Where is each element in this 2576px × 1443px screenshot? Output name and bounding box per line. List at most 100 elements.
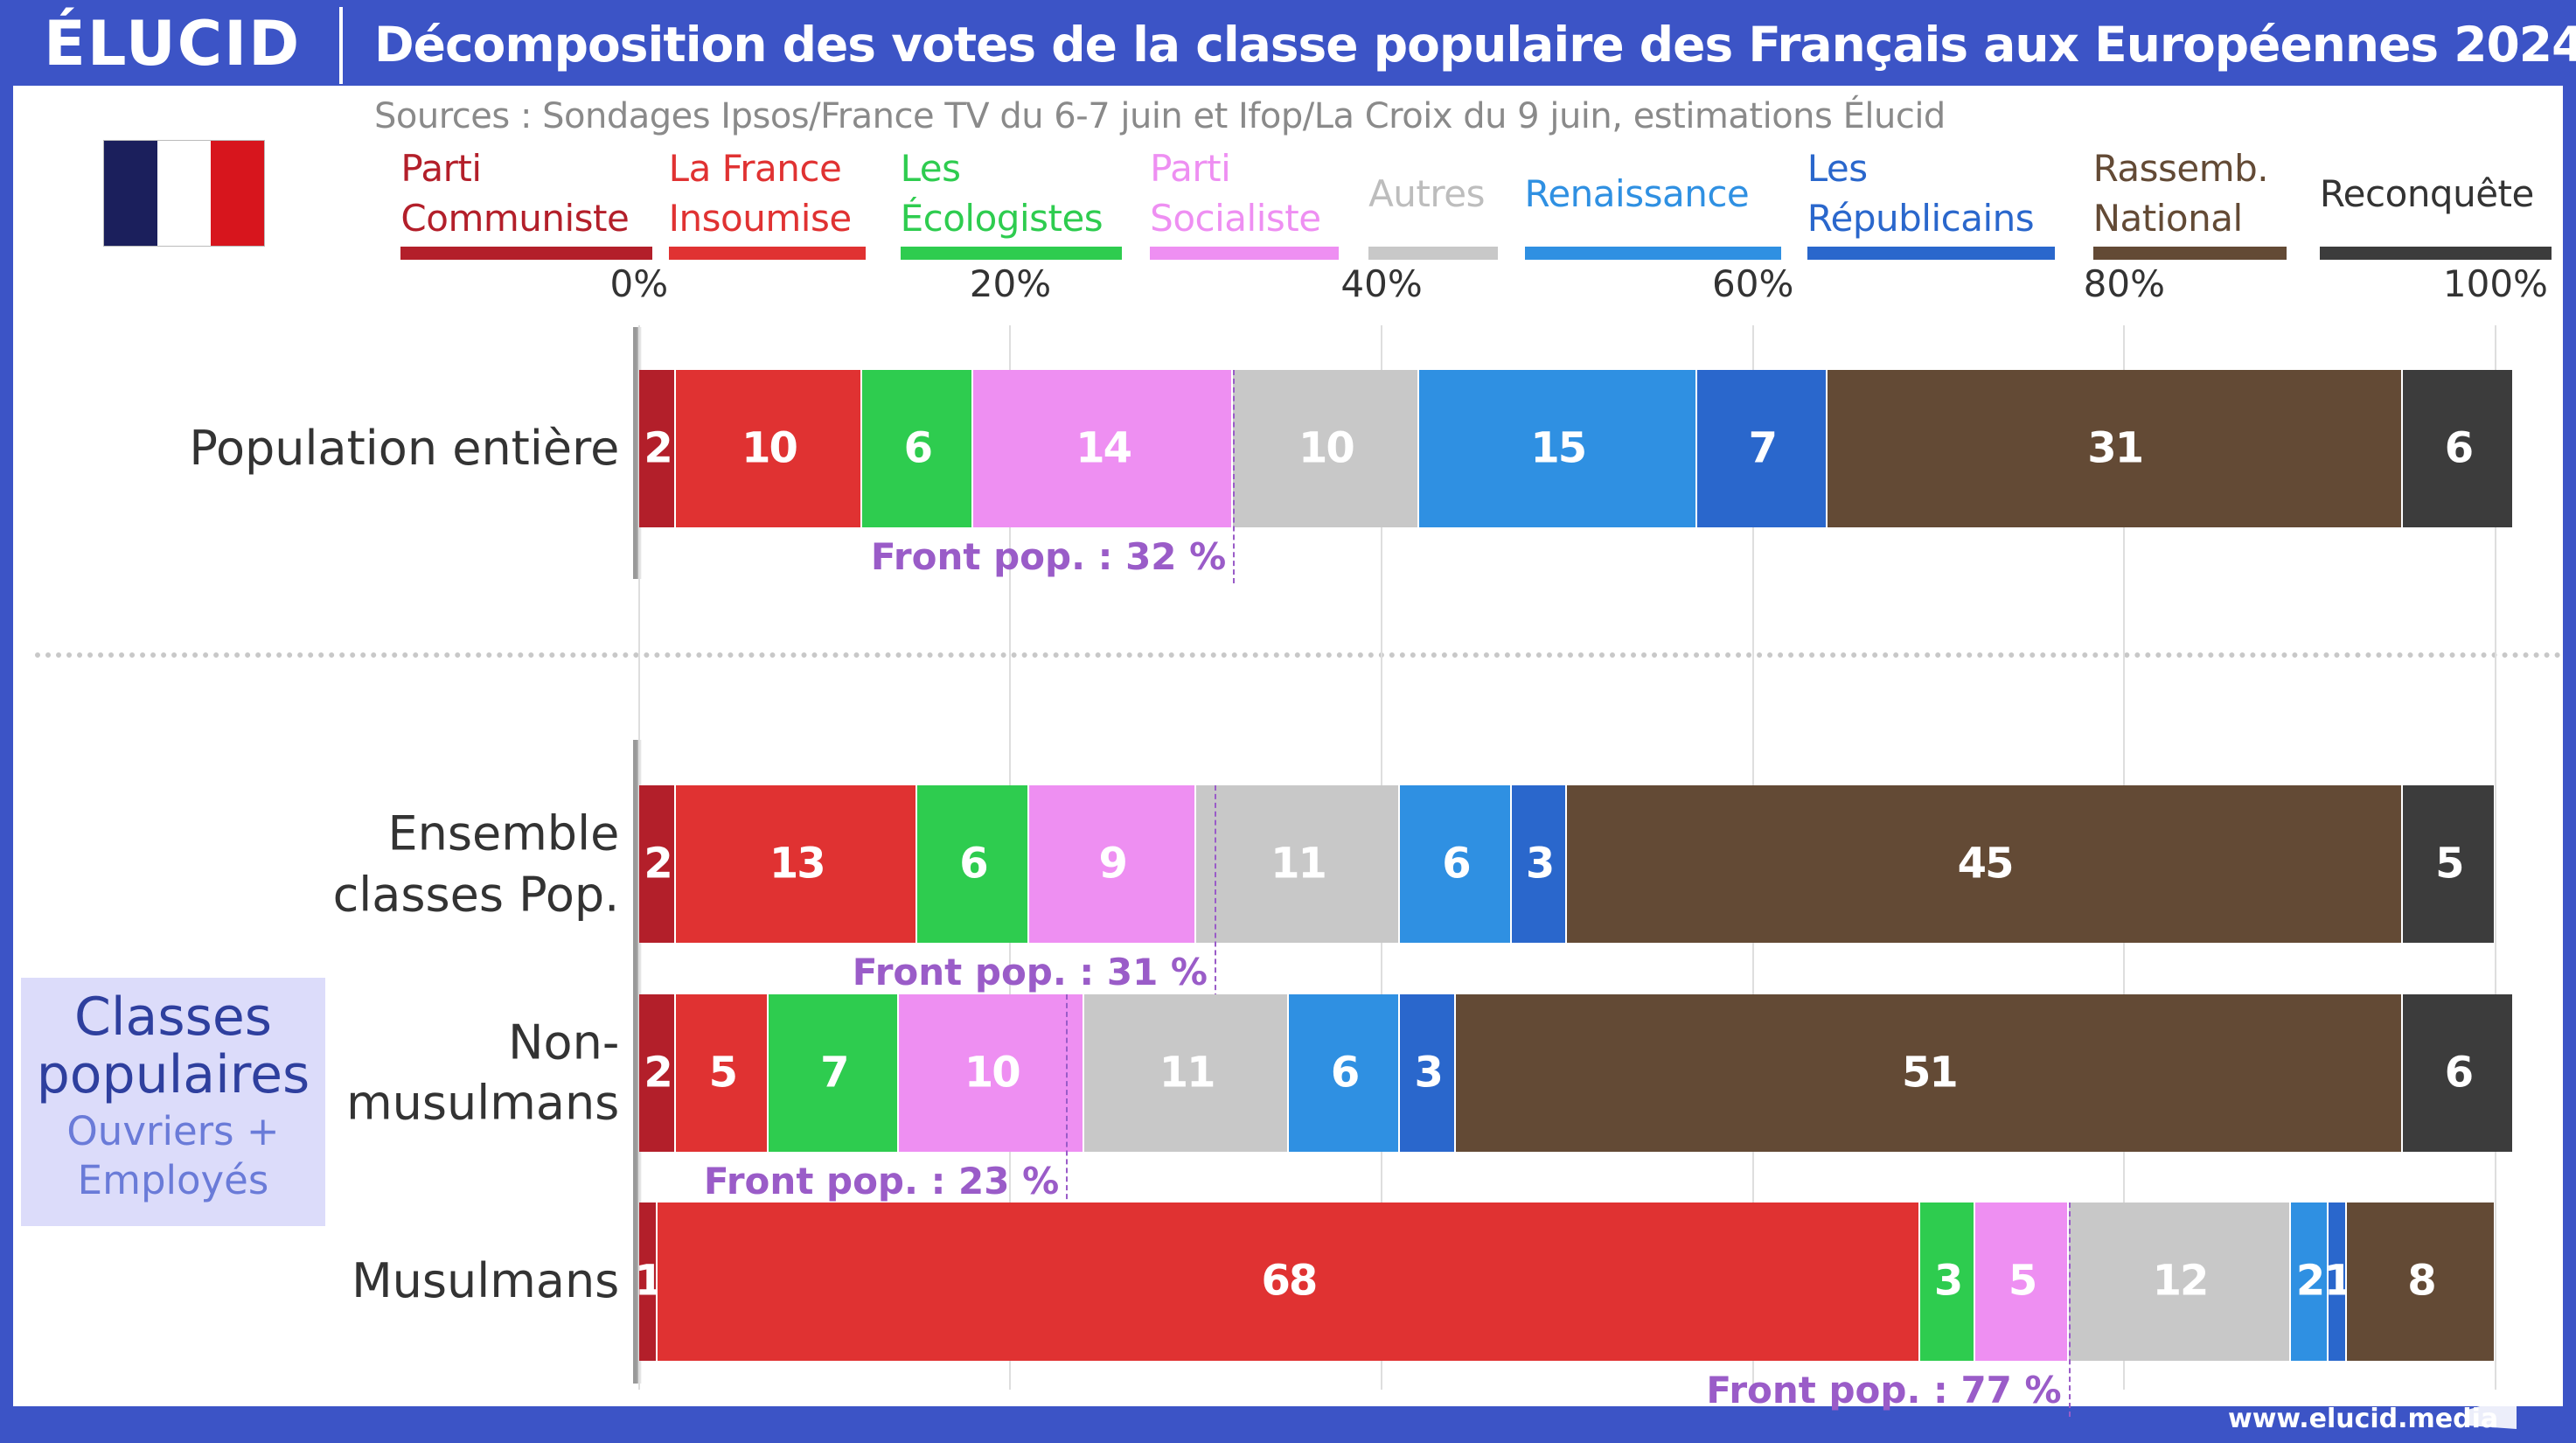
category-label: Population entière	[189, 421, 620, 477]
x-tick-label: 100%	[2442, 261, 2548, 305]
data-label: 10	[1298, 423, 1355, 473]
data-label: 45	[1957, 839, 2015, 889]
data-label: 5	[708, 1048, 738, 1098]
data-label: 6	[2444, 423, 2474, 473]
data-label: 2	[644, 1048, 672, 1098]
bar-segment	[638, 993, 675, 1153]
legend-label: Parti Socialiste	[1150, 147, 1321, 240]
legend-swatch	[1150, 246, 1340, 260]
data-label: 31	[2087, 423, 2144, 473]
bar-segment	[1456, 993, 2401, 1153]
legend-swatch	[900, 246, 1123, 260]
front-pop-label: Front pop. : 23 %	[703, 1159, 1060, 1202]
bar-segment	[1697, 369, 1826, 528]
footer-logo	[2468, 1396, 2517, 1429]
data-label: 6	[1330, 1048, 1360, 1098]
x-tick-label: 80%	[2083, 261, 2165, 305]
bar-segment	[2328, 1202, 2346, 1361]
legend-swatch	[2092, 246, 2287, 260]
legend-swatch	[1524, 246, 1781, 260]
bar-segment	[676, 785, 916, 944]
data-label: 51	[1902, 1048, 1959, 1098]
legend-label: La France Insoumise	[668, 147, 853, 240]
bar-segment	[1418, 369, 1695, 528]
logo: ÉLUCID	[44, 8, 302, 80]
bar-segment	[1975, 1202, 2067, 1361]
data-label: 5	[2008, 1256, 2037, 1306]
data-label: 15	[1530, 423, 1587, 473]
x-tick-label: 40%	[1340, 261, 1423, 305]
bar-segment	[1567, 785, 2401, 944]
x-tick-label: 60%	[1712, 261, 1794, 305]
data-label: 10	[741, 423, 798, 473]
bar-segment	[2402, 785, 2494, 944]
legend-label: Les Écologistes	[900, 147, 1104, 240]
legend-swatch	[1807, 246, 2056, 260]
bar-segment	[899, 993, 1083, 1153]
data-label: 68	[1261, 1256, 1319, 1306]
bar-segment	[1195, 785, 1399, 944]
legend-label: Les Républicains	[1807, 147, 2035, 240]
bar-segment	[1919, 1202, 1974, 1361]
legend-label: Renaissance	[1524, 171, 1750, 215]
category-label: Ensemble classes Pop.	[332, 805, 620, 923]
data-label: 2	[644, 839, 672, 889]
bar-segment	[676, 993, 768, 1153]
legend-label: Autres	[1368, 171, 1485, 215]
legend-swatch	[668, 246, 867, 260]
category-label: Non- musulmans	[346, 1014, 620, 1131]
front-pop-line	[1066, 993, 1069, 1209]
front-pop-label: Front pop. : 77 %	[1706, 1368, 2062, 1412]
bar-segment	[2402, 993, 2513, 1153]
grid-line	[2494, 325, 2496, 1391]
data-label: 11	[1159, 1048, 1216, 1098]
data-label: 11	[1271, 839, 1327, 889]
data-label: 5	[2435, 839, 2464, 889]
bar-segment	[2291, 1202, 2327, 1361]
data-label: 6	[1442, 839, 1471, 889]
data-label: 7	[820, 1048, 849, 1098]
x-tick-label: 0%	[609, 261, 669, 305]
flag	[103, 140, 265, 247]
bar-segment	[861, 369, 971, 528]
bar-segment	[973, 369, 1232, 528]
bar-segment	[1511, 785, 1566, 944]
bar-segment	[917, 785, 1027, 944]
data-label: 2	[2295, 1256, 2325, 1306]
bar-segment	[1233, 369, 1417, 528]
bar-segment	[638, 785, 675, 944]
bar-segment	[1028, 785, 1194, 944]
bar-segment	[769, 993, 898, 1153]
bar-segment	[1084, 993, 1287, 1153]
legend-swatch	[400, 246, 652, 260]
front-pop-label: Front pop. : 32 %	[870, 534, 1227, 578]
data-label: 12	[2152, 1256, 2210, 1306]
data-label: 6	[903, 423, 933, 473]
data-label: 7	[1748, 423, 1778, 473]
axis-line-top	[633, 327, 642, 579]
data-label: 3	[1525, 839, 1555, 889]
data-label: 2	[644, 423, 672, 473]
data-label: 6	[2444, 1048, 2474, 1098]
legend-label: Parti Communiste	[400, 147, 630, 240]
data-label: 13	[769, 839, 826, 889]
chart-title: Décomposition des votes de la classe pop…	[374, 17, 2576, 73]
front-pop-line	[1233, 369, 1236, 584]
data-label: 10	[964, 1048, 1021, 1098]
bar-segment	[2402, 369, 2513, 528]
bar-segment	[638, 1202, 657, 1361]
group-title: Classes populaires	[36, 986, 310, 1105]
bar-segment	[1400, 993, 1454, 1153]
group-subtitle: Ouvriers + Employés	[66, 1108, 280, 1204]
footer-url: www.elucid.media	[2228, 1404, 2499, 1434]
data-label: 6	[959, 839, 988, 889]
bar-segment	[676, 369, 860, 528]
bar-segment	[1400, 785, 1510, 944]
bar-segment	[2068, 1202, 2290, 1361]
data-label: 8	[2407, 1256, 2436, 1306]
group-box: Classes populaires Ouvriers + Employés	[21, 978, 325, 1226]
bar-segment	[658, 1202, 1918, 1361]
legend-label: Reconquête	[2319, 171, 2534, 215]
legend-swatch	[1368, 246, 1499, 260]
